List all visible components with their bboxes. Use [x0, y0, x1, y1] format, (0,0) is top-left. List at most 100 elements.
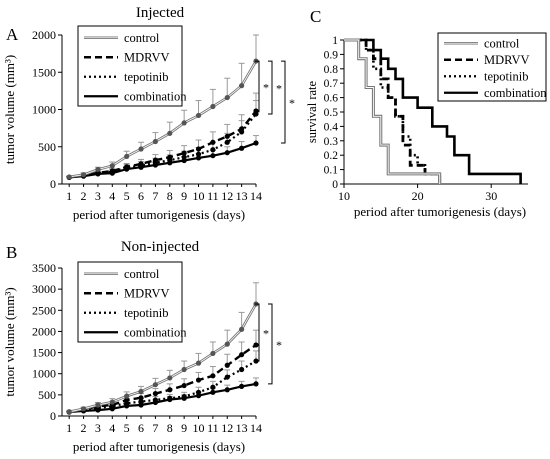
panel-a-x-tick-label: 7: [152, 189, 158, 203]
panel-letter-b: B: [6, 243, 17, 262]
panel-b-point-control: [195, 360, 202, 366]
panel-b-point-control: [80, 406, 87, 412]
panel-b-point-combination: [210, 389, 216, 395]
panel-c-legend-label: MDRVV: [484, 53, 530, 67]
panel-b-x-tick-label: 7: [152, 421, 158, 435]
panel-a-legend-label: control: [124, 31, 160, 45]
panel-a-point-control: [181, 120, 187, 126]
panel-b-point-combination: [253, 381, 259, 387]
panel-a-y-tick-label: 0: [50, 177, 56, 191]
panel-b-point-tepotinib: [138, 399, 144, 405]
panel-c-y-tick-label: 0.7: [324, 78, 339, 90]
panel-a-x-axis-label: period after tumorigenesis (days): [73, 207, 245, 222]
panel-a-y-axis-label: tumor volume (mm³): [2, 55, 17, 164]
panel-b-x-tick-label: 1: [66, 421, 72, 435]
panel-c-series-tepotinib: [344, 38, 442, 184]
panel-b-x-tick-label: 5: [124, 421, 130, 435]
panel-a-significance-bracket: [255, 60, 260, 113]
panel-a-x-tick-label: 14: [250, 189, 262, 203]
panel-b-x-tick-label: 11: [207, 421, 219, 435]
panel-b-x-tick-label: 2: [81, 421, 87, 435]
panel-c-series-control-inner: [344, 39, 441, 184]
panel-b-legend-label: combination: [124, 325, 187, 339]
panel-a-x-tick-label: 9: [181, 189, 187, 203]
panel-a-point-control: [66, 174, 72, 180]
panel-b-y-tick-label: 3500: [32, 261, 56, 275]
panel-a-point-tepotinib: [210, 147, 216, 153]
panel-c-x-tick-label: 20: [412, 189, 424, 203]
panel-c-y-tick-label: 0.9: [324, 49, 339, 61]
panel-a-x-tick-label: 13: [236, 189, 248, 203]
panel-a-legend-label: combination: [124, 89, 187, 103]
panel-a-x-tick-label: 8: [167, 189, 173, 203]
panel-c-y-tick-label: 0.3: [324, 136, 339, 148]
panel-b-point-control: [95, 402, 101, 408]
panel-a-point-combination: [239, 145, 245, 151]
panel-b-point-control: [109, 399, 115, 405]
panel-b-point-tepotinib: [210, 384, 216, 390]
panel-a-point-mdrvv: [195, 146, 202, 152]
panel-c-y-tick-label: 0.1: [324, 165, 339, 177]
panel-a-significance-marker: *: [263, 80, 269, 94]
panel-a-x-tick-label: 10: [193, 189, 205, 203]
panel-c-x-axis-label: period after tumorigenesis (days): [354, 204, 526, 219]
panel-b-point-control: [66, 409, 72, 415]
panel-a-point-control: [195, 112, 202, 119]
panel-a-point-control: [210, 103, 216, 110]
panel-b-point-mdrvv: [124, 397, 130, 403]
panel-b-legend-label: control: [124, 267, 160, 281]
panel-b-point-control: [152, 382, 159, 388]
panel-b-point-control: [210, 350, 216, 357]
panel-a-point-mdrvv: [124, 164, 130, 170]
panel-b-point-tepotinib: [195, 389, 202, 395]
panel-c-chart: 0 0.1 0.2 0.3 0.4 0.5 0.6 0.7 0.8 0.9 1 10 20 30perio…: [305, 32, 547, 219]
panel-b-point-mdrvv: [253, 342, 259, 348]
panel-a-x-tick-label: 3: [95, 189, 101, 203]
panel-b-y-tick-label: 500: [38, 388, 56, 402]
panel-a-x-tick-label: 6: [138, 189, 144, 203]
panel-b-y-tick-label: 2000: [32, 324, 56, 338]
panel-b-point-mdrvv: [181, 382, 187, 389]
panel-b-x-tick-label: 3: [95, 421, 101, 435]
panel-a-x-tick-label: 1: [66, 189, 72, 203]
panel-b-legend-label: tepotinib: [124, 306, 168, 320]
panel-b-point-control: [239, 326, 245, 332]
panel-a-x-tick-label: 4: [109, 189, 115, 203]
panel-a-point-combination: [210, 153, 216, 159]
panel-c-y-tick-label: 0: [332, 179, 338, 191]
panel-c-series-control: [344, 38, 442, 184]
panel-b-x-tick-label: 10: [193, 421, 205, 435]
panel-b-significance-marker: *: [276, 338, 282, 352]
panel-a-point-control: [124, 153, 130, 160]
panel-a-point-mdrvv: [239, 126, 245, 132]
panel-c-legend-label: combination: [484, 86, 547, 100]
panel-a-point-mdrvv: [167, 154, 173, 160]
panel-b-point-mdrvv: [224, 362, 230, 368]
panel-b-point-control: [181, 366, 187, 373]
panel-letter-a: A: [6, 25, 19, 44]
panel-a-x-tick-label: 2: [81, 189, 87, 203]
panel-a-point-control: [80, 172, 87, 178]
panel-c-legend-label: tepotinib: [484, 69, 528, 83]
panel-a-legend-label: MDRVV: [124, 50, 170, 64]
panel-b-y-tick-label: 1000: [32, 367, 56, 381]
panel-b-legend-box: [77, 261, 183, 343]
panel-title-b: Non-injected: [121, 239, 200, 255]
panel-b-y-axis-label: tumor volume (mm³): [2, 287, 17, 396]
panel-c-series-mdrvv: [344, 38, 442, 184]
panel-letter-c: C: [310, 7, 321, 26]
panel-b-y-tick-label: 1500: [32, 346, 56, 360]
panel-b-y-tick-label: 3000: [32, 282, 56, 296]
panel-c-y-tick-label: 1: [332, 35, 338, 47]
panel-b-point-tepotinib: [152, 397, 159, 403]
panel-a-point-tepotinib: [195, 151, 202, 157]
panel-a-y-tick-label: 1500: [32, 65, 56, 79]
panel-c-y-tick-label: 0.5: [324, 107, 339, 119]
panel-a-significance-marker: *: [289, 96, 295, 110]
panel-a-point-control: [95, 166, 101, 173]
panel-a-significance-bracket: [268, 60, 273, 115]
panel-a-point-control: [138, 146, 144, 152]
panel-c-y-tick-label: 0.6: [324, 93, 339, 105]
